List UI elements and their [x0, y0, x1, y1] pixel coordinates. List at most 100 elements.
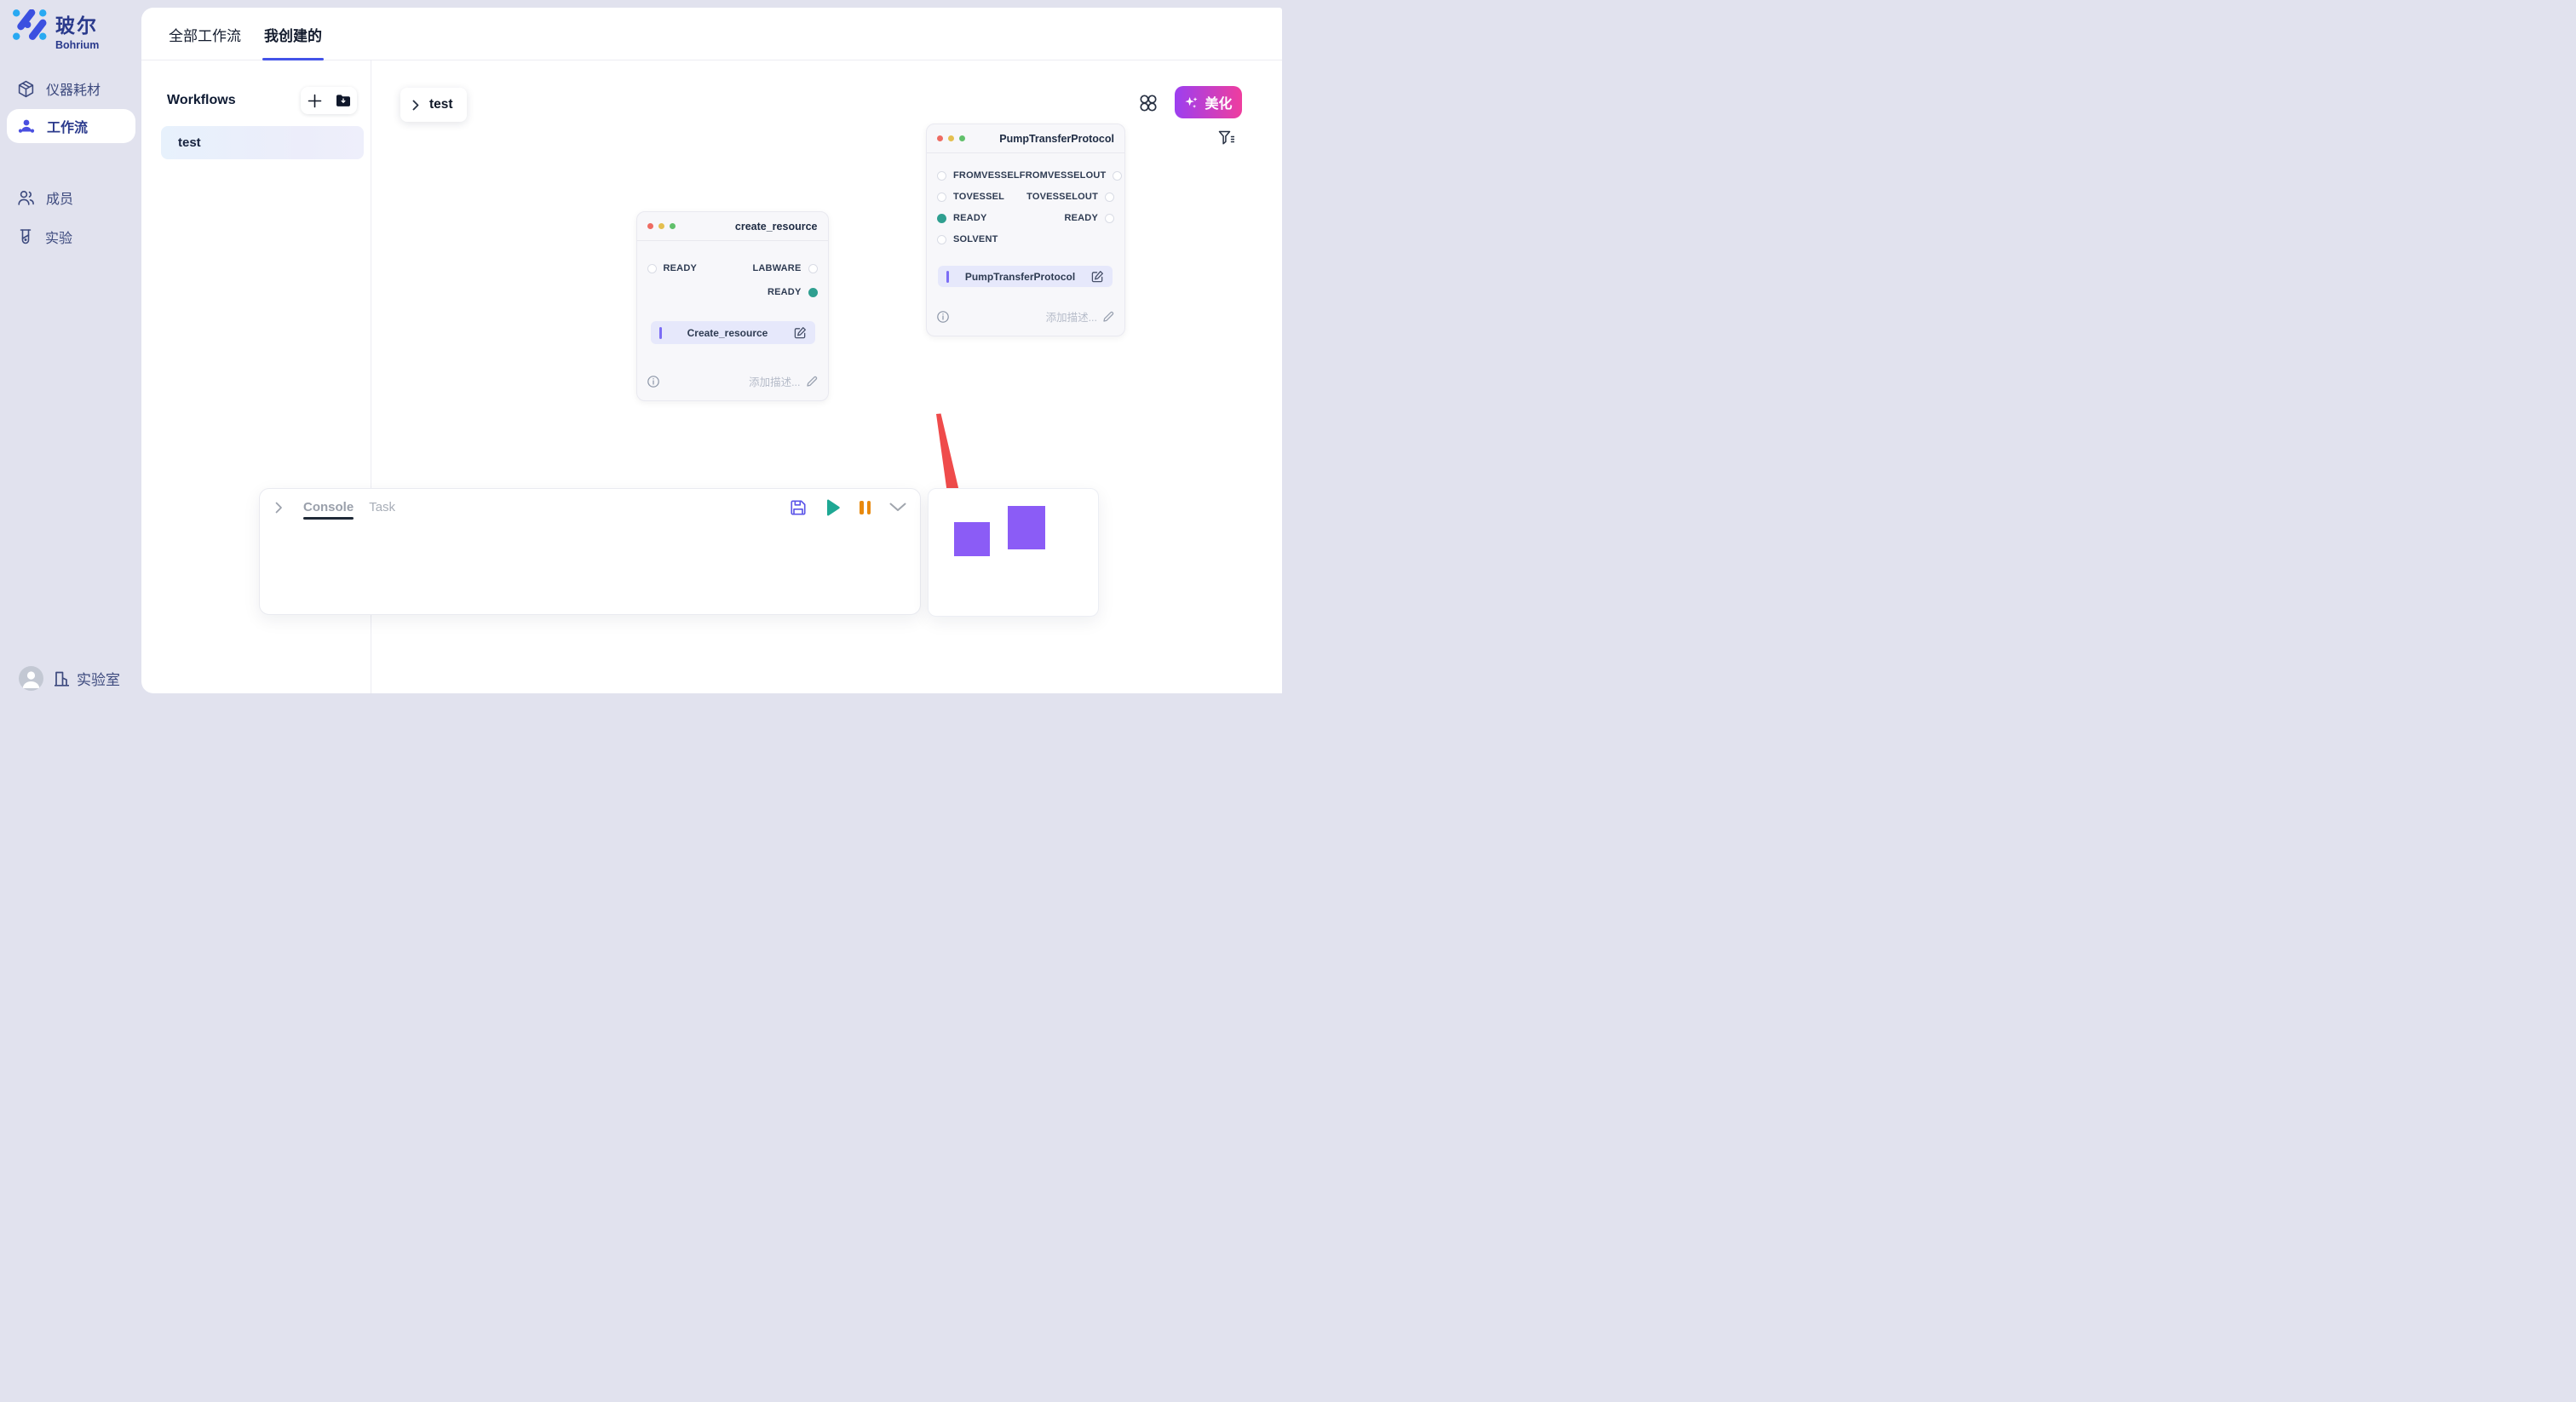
- info-icon[interactable]: [647, 375, 659, 388]
- tab-my-created[interactable]: 我创建的: [262, 8, 324, 60]
- workflows-title: Workflows: [167, 93, 236, 107]
- info-icon[interactable]: [937, 310, 949, 323]
- folder-import-icon: [336, 94, 351, 107]
- tab-label: Task: [369, 500, 396, 514]
- output-port-labware[interactable]: [808, 263, 818, 273]
- pill-label: Create_resource: [687, 326, 768, 339]
- apps-grid-icon[interactable]: [1139, 94, 1158, 112]
- pencil-icon: [1102, 311, 1114, 323]
- chevron-down-icon[interactable]: [889, 503, 906, 512]
- minimap[interactable]: [927, 487, 1099, 617]
- node-title: PumpTransferProtocol: [999, 132, 1114, 145]
- output-port-ready[interactable]: [808, 287, 818, 297]
- active-tab-underline: [262, 58, 324, 60]
- traffic-light-dots: [647, 223, 676, 229]
- sparkles-icon: [1184, 95, 1199, 110]
- beautify-button[interactable]: 美化: [1175, 86, 1242, 118]
- minimap-node: [1007, 505, 1045, 549]
- edit-icon[interactable]: [794, 326, 807, 339]
- sidebar-item-label: 工作流: [47, 121, 89, 135]
- port-label: READY: [953, 213, 987, 223]
- port-label: FROMVESSELOUT: [1019, 170, 1107, 181]
- brand-name-en: Bohrium: [55, 39, 100, 51]
- port-label: FROMVESSEL: [953, 170, 1020, 181]
- console-panel: Console Task: [259, 487, 921, 615]
- node-title: create_resource: [734, 220, 818, 233]
- port-label: READY: [1064, 213, 1098, 223]
- breadcrumb-label: test: [429, 97, 453, 112]
- workflow-list-panel: Workflows: [141, 60, 371, 693]
- sidebar-item-instruments[interactable]: 仪器耗材: [0, 70, 141, 107]
- tab-all-workflows[interactable]: 全部工作流: [169, 8, 241, 60]
- add-workflow-button[interactable]: [301, 87, 329, 114]
- sidebar-item-label: 成员: [46, 192, 74, 207]
- node-action-pill[interactable]: PumpTransferProtocol: [938, 266, 1113, 287]
- input-port-ready[interactable]: [647, 263, 657, 273]
- minimap-node: [953, 521, 990, 556]
- sidebar-footer: 实验室: [0, 666, 141, 691]
- pill-label: PumpTransferProtocol: [964, 270, 1076, 283]
- tab-label: 我创建的: [264, 27, 322, 44]
- save-icon[interactable]: [790, 499, 807, 516]
- lab-switcher[interactable]: 实验室: [54, 668, 120, 689]
- node-create-resource[interactable]: create_resource READY LABWARE READY: [635, 211, 829, 401]
- port-label: TOVESSELOUT: [1026, 192, 1098, 202]
- port-label: LABWARE: [752, 263, 802, 273]
- pause-icon[interactable]: [860, 500, 871, 514]
- pill-accent-bar: [658, 326, 662, 339]
- building-icon: [54, 670, 70, 687]
- port-label: READY: [767, 287, 802, 297]
- add-description-field[interactable]: 添加描述...: [1046, 308, 1114, 325]
- package-icon: [17, 80, 35, 98]
- node-header: create_resource: [636, 212, 828, 241]
- bohrium-logo-icon: [13, 9, 47, 40]
- tab-console[interactable]: Console: [303, 489, 354, 526]
- lab-label: 实验室: [77, 672, 120, 688]
- tab-task[interactable]: Task: [369, 489, 395, 526]
- input-port-fromvessel[interactable]: [937, 170, 946, 181]
- description-placeholder: 添加描述...: [749, 376, 801, 388]
- tab-label: 全部工作流: [169, 27, 241, 44]
- output-port-fromvesselout[interactable]: [1113, 170, 1123, 181]
- breadcrumb[interactable]: test: [400, 88, 467, 122]
- port-label: READY: [663, 263, 698, 273]
- node-pump-transfer-protocol[interactable]: PumpTransferProtocol FROMVESSEL FROMVESS…: [926, 124, 1125, 336]
- sidebar-item-label: 实验: [45, 232, 73, 246]
- sidebar-item-members[interactable]: 成员: [0, 179, 141, 216]
- brand-name-zh: 玻尔: [55, 14, 98, 37]
- node-header: PumpTransferProtocol: [927, 124, 1124, 153]
- chevron-right-icon: [412, 100, 419, 111]
- pill-accent-bar: [946, 270, 949, 283]
- workflow-people-icon: [17, 118, 36, 135]
- avatar[interactable]: [19, 666, 43, 691]
- sidebar-item-experiments[interactable]: 实验: [0, 218, 141, 256]
- test-tube-icon: [17, 228, 34, 246]
- import-workflow-button[interactable]: [329, 87, 357, 114]
- workflow-item-label: test: [178, 135, 201, 150]
- sidebar-item-workflows[interactable]: 工作流: [7, 109, 135, 143]
- sidebar-nav: 仪器耗材 工作流: [0, 70, 141, 256]
- input-port-ready[interactable]: [937, 213, 946, 223]
- output-port-tovesselout[interactable]: [1105, 192, 1114, 202]
- sidebar: 玻尔 Bohrium 仪器耗材: [0, 0, 141, 701]
- input-port-solvent[interactable]: [937, 234, 946, 244]
- brand-logo[interactable]: 玻尔 Bohrium: [13, 9, 99, 51]
- run-icon[interactable]: [825, 499, 841, 516]
- input-port-tovessel[interactable]: [937, 192, 946, 202]
- port-label: TOVESSEL: [953, 192, 1005, 202]
- port-label: SOLVENT: [953, 234, 998, 244]
- workflow-list-item-test[interactable]: test: [161, 126, 364, 159]
- chevron-right-icon[interactable]: [275, 502, 283, 514]
- node-action-pill[interactable]: Create_resource: [650, 321, 815, 344]
- pencil-icon: [806, 376, 818, 388]
- members-icon: [17, 189, 35, 207]
- plus-icon: [308, 94, 322, 108]
- add-description-field[interactable]: 添加描述...: [749, 373, 817, 389]
- funnel-icon[interactable]: [1218, 130, 1234, 147]
- workflow-tabbar: 全部工作流 我创建的: [141, 8, 1282, 60]
- traffic-light-dots: [937, 135, 965, 141]
- description-placeholder: 添加描述...: [1045, 312, 1097, 324]
- output-port-ready[interactable]: [1105, 213, 1114, 223]
- sidebar-item-label: 仪器耗材: [46, 83, 101, 98]
- edit-icon[interactable]: [1091, 270, 1104, 283]
